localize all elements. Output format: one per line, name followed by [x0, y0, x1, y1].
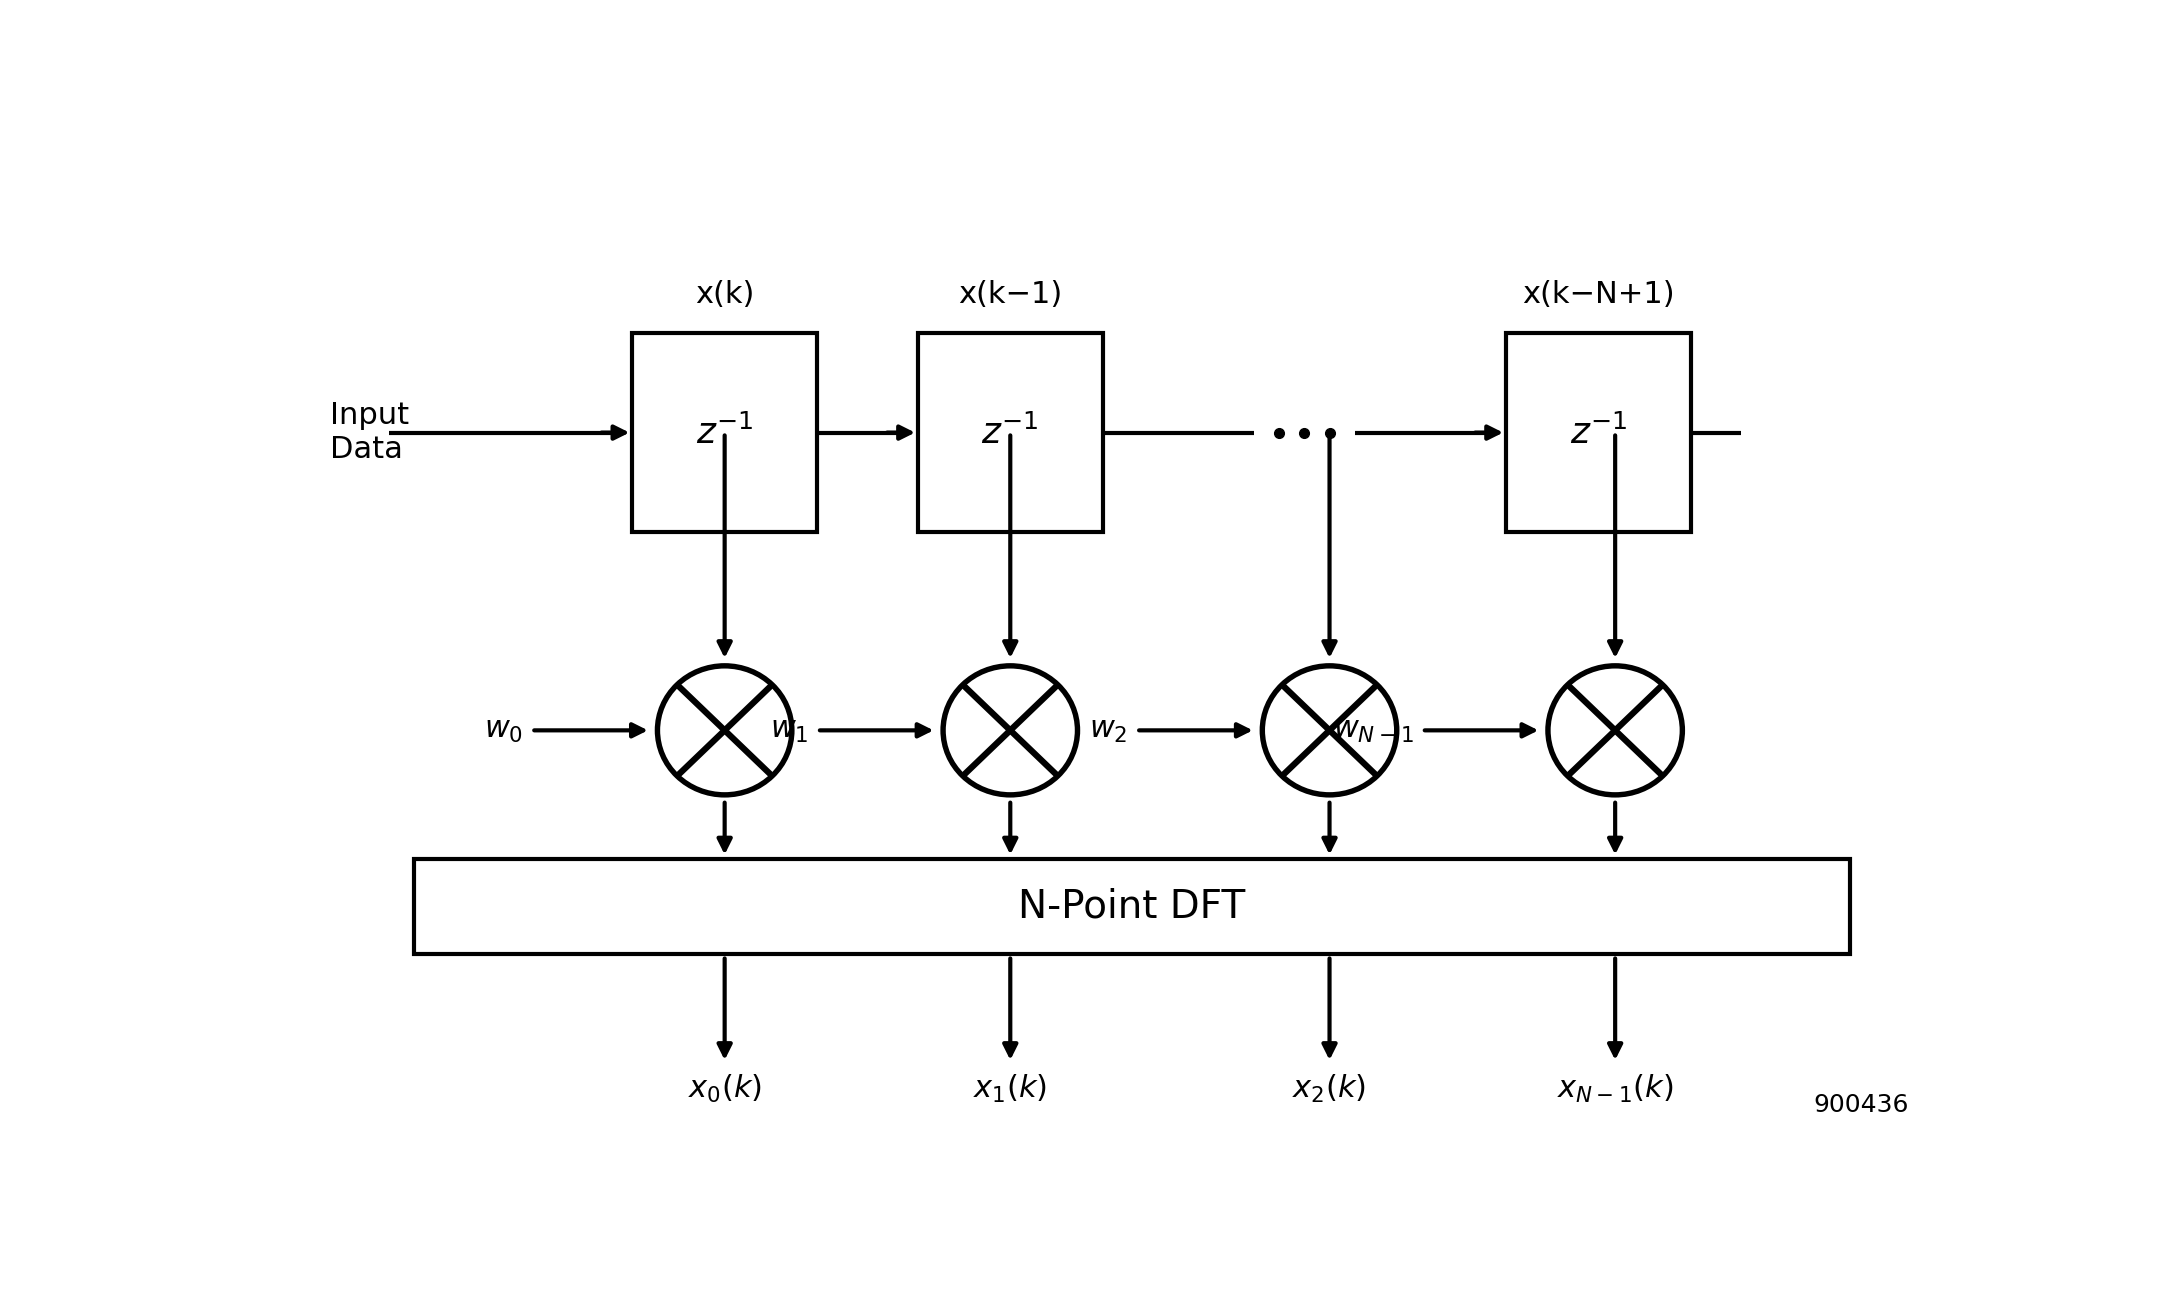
Text: $w_1$: $w_1$ — [770, 715, 809, 745]
Text: x(k−N+1): x(k−N+1) — [1522, 280, 1674, 308]
Ellipse shape — [657, 666, 791, 795]
Text: Input
Data: Input Data — [330, 401, 410, 464]
Text: N-Point DFT: N-Point DFT — [1019, 888, 1247, 926]
Ellipse shape — [943, 666, 1077, 795]
Text: $z^{-1}$: $z^{-1}$ — [1570, 415, 1628, 451]
Text: x(k): x(k) — [696, 280, 754, 308]
Text: $z^{-1}$: $z^{-1}$ — [982, 415, 1038, 451]
Text: $x_2(k)$: $x_2(k)$ — [1292, 1072, 1366, 1105]
Bar — [414, 860, 1849, 954]
Text: $x_1(k)$: $x_1(k)$ — [973, 1072, 1047, 1105]
Text: x(k−1): x(k−1) — [958, 280, 1062, 308]
Text: $x_{N-1}(k)$: $x_{N-1}(k)$ — [1557, 1072, 1674, 1105]
Text: $z^{-1}$: $z^{-1}$ — [696, 415, 754, 451]
Text: $w_2$: $w_2$ — [1091, 715, 1127, 745]
Bar — [1507, 334, 1691, 532]
Bar — [633, 334, 817, 532]
Text: $x_0(k)$: $x_0(k)$ — [687, 1072, 761, 1105]
Text: $w_{N-1}$: $w_{N-1}$ — [1333, 715, 1414, 745]
Bar — [917, 334, 1104, 532]
Text: 900436: 900436 — [1815, 1093, 1910, 1118]
Ellipse shape — [1262, 666, 1396, 795]
Text: $w_0$: $w_0$ — [483, 715, 522, 745]
Ellipse shape — [1548, 666, 1682, 795]
